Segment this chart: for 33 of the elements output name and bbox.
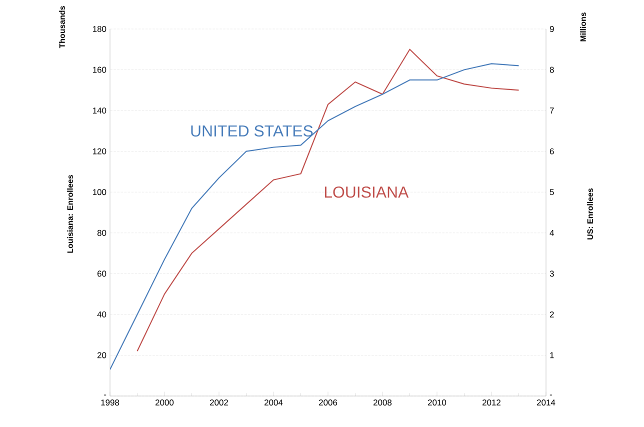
- x-tick-label: 2012: [482, 400, 500, 406]
- y2-tick-label: 9: [550, 26, 554, 32]
- series-label: LOUISIANA: [324, 186, 409, 198]
- y-tick-label: 120: [92, 148, 106, 154]
- y2-tick-label: 2: [550, 311, 554, 318]
- y2-tick-label: 6: [550, 148, 554, 154]
- y2-tick-label: -: [550, 394, 552, 396]
- line-series: [110, 63, 520, 370]
- y-tick-label: 40: [97, 311, 106, 318]
- y2-tick-label: 5: [550, 189, 554, 196]
- y-tick-label: 140: [92, 108, 106, 114]
- x-tick-label: 2004: [264, 400, 283, 406]
- y2-tick-label: 3: [550, 270, 554, 277]
- x-tick-label: 2000: [156, 400, 174, 406]
- y-tick-label: -: [104, 394, 106, 396]
- y-tick-label: 60: [98, 270, 106, 277]
- line-series: [136, 48, 520, 352]
- x-tick-label: 2014: [537, 400, 556, 406]
- y-tick-label: 100: [92, 189, 106, 196]
- y-tick-label: 20: [97, 352, 106, 358]
- x-tick-label: 2002: [210, 400, 228, 406]
- x-tick-label: 2010: [428, 400, 446, 406]
- y-tick-label: 180: [92, 26, 106, 32]
- x-tick-label: 2008: [374, 400, 392, 406]
- series-label: UNITED STATES: [191, 125, 313, 137]
- y2-tick-label: 1: [550, 352, 554, 358]
- x-tick-label: 1998: [101, 400, 120, 406]
- x-tick-label: 2006: [319, 400, 338, 406]
- y2-tick-label: 4: [550, 230, 554, 236]
- y-tick-label: 80: [97, 230, 106, 236]
- y2-tick-label: 7: [550, 108, 554, 114]
- y-tick-label: 160: [92, 66, 106, 73]
- y2-tick-label: 8: [550, 66, 554, 73]
